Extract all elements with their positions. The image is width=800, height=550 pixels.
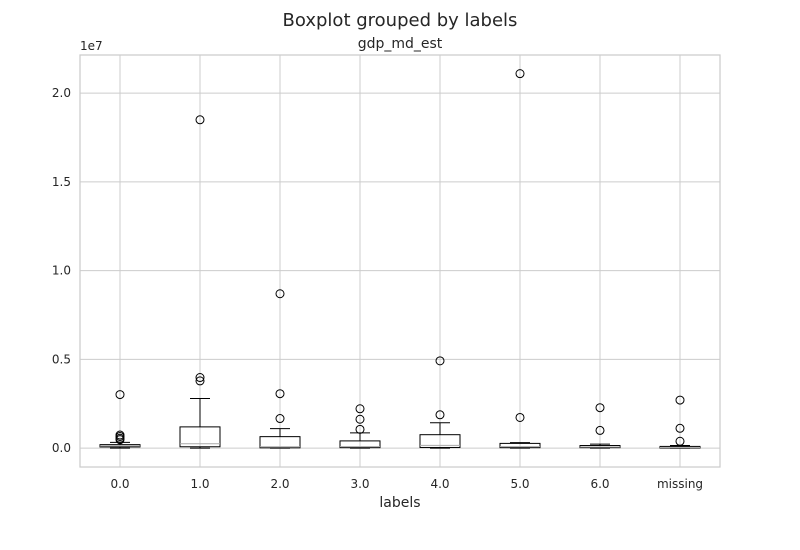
chart-suptitle: Boxplot grouped by labels bbox=[283, 10, 518, 31]
plot-frame bbox=[79, 54, 721, 468]
y-tick-label: 1.0 bbox=[52, 264, 71, 278]
x-axis-label: labels bbox=[379, 495, 420, 511]
x-tick-label: 2.0 bbox=[270, 477, 289, 491]
x-tick-label: 6.0 bbox=[590, 477, 609, 491]
box-iqr bbox=[339, 440, 381, 449]
x-tick-label: 5.0 bbox=[510, 477, 529, 491]
chart-title: gdp_md_est bbox=[358, 36, 443, 52]
x-tick-label: 1.0 bbox=[190, 477, 209, 491]
y-tick-label: 2.0 bbox=[52, 86, 71, 100]
outlier-point bbox=[275, 289, 285, 299]
outlier-point bbox=[195, 115, 205, 125]
outlier-point bbox=[275, 414, 285, 424]
outlier-point bbox=[195, 373, 205, 383]
box-iqr bbox=[419, 434, 461, 448]
box-iqr bbox=[259, 436, 301, 449]
x-tick-label: 4.0 bbox=[430, 477, 449, 491]
outlier-point bbox=[115, 390, 125, 400]
box-iqr bbox=[179, 426, 221, 448]
outlier-point bbox=[355, 414, 365, 424]
tick-labels: 0.0 0.5 1.0 1.5 2.0 0.0 1.0 2.0 3.0 4.0 5.0 6.0 miss… bbox=[52, 86, 703, 491]
outlier-point bbox=[275, 389, 285, 399]
outlier-point bbox=[355, 404, 365, 414]
y-tick-label: 1.5 bbox=[52, 175, 71, 189]
grid-lines bbox=[80, 55, 720, 467]
outlier-point bbox=[595, 425, 605, 435]
outlier-point bbox=[435, 410, 445, 420]
x-tick-label: missing bbox=[657, 477, 703, 491]
outlier-point bbox=[115, 435, 125, 445]
outlier-point bbox=[675, 436, 685, 446]
y-offset-label: 1e7 bbox=[80, 39, 103, 53]
outlier-point bbox=[675, 395, 685, 405]
outlier-point bbox=[355, 424, 365, 434]
x-tick-label: 3.0 bbox=[350, 477, 369, 491]
outlier-point bbox=[515, 69, 525, 79]
outlier-point bbox=[435, 356, 445, 366]
y-tick-label: 0.5 bbox=[52, 352, 71, 366]
x-tick-label: 0.0 bbox=[110, 477, 129, 491]
outlier-point bbox=[595, 403, 605, 413]
box-iqr bbox=[499, 442, 541, 449]
y-tick-label: 0.0 bbox=[52, 441, 71, 455]
outlier-point bbox=[515, 412, 525, 422]
box-layer bbox=[99, 69, 701, 449]
outlier-point bbox=[195, 376, 205, 386]
outlier-point bbox=[675, 423, 685, 433]
